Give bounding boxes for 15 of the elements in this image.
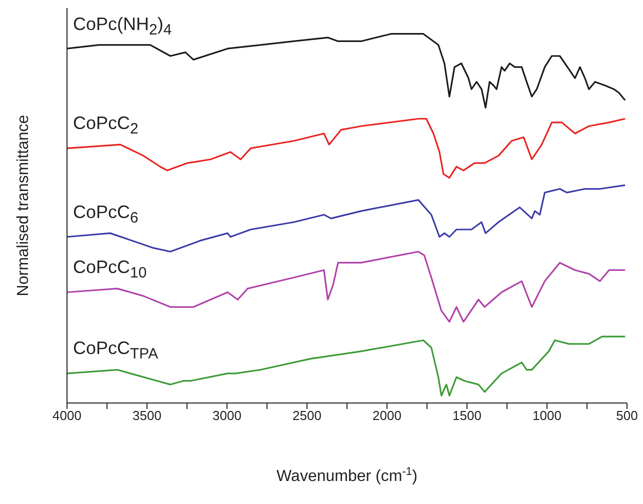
series-label: CoPcC$_{2}$ — [73, 112, 138, 140]
x-tick-label: 2500 — [292, 408, 322, 424]
x-tick-label: 2000 — [372, 408, 402, 424]
series-label: CoPcC$_{6}$ — [73, 200, 138, 228]
x-tick-label: 4000 — [52, 408, 82, 424]
x-tick-label: 1500 — [452, 408, 482, 424]
x-tick-label: 3500 — [132, 408, 162, 424]
x-axis-title: Wavenumber (cm$^{-1}$) — [276, 466, 418, 485]
x-tick-label: 500 — [616, 408, 638, 424]
x-tick-label: 1000 — [532, 408, 562, 424]
series-label: CoPcC$_{10}$ — [73, 256, 147, 284]
series-label: CoPcC$_{TPA}$ — [73, 337, 158, 366]
series-label: CoPc(NH$_{2}$)$_{4}$ — [73, 12, 172, 40]
x-tick-label: 3000 — [212, 408, 242, 424]
y-axis-title: Normalised transmittance — [15, 114, 32, 296]
